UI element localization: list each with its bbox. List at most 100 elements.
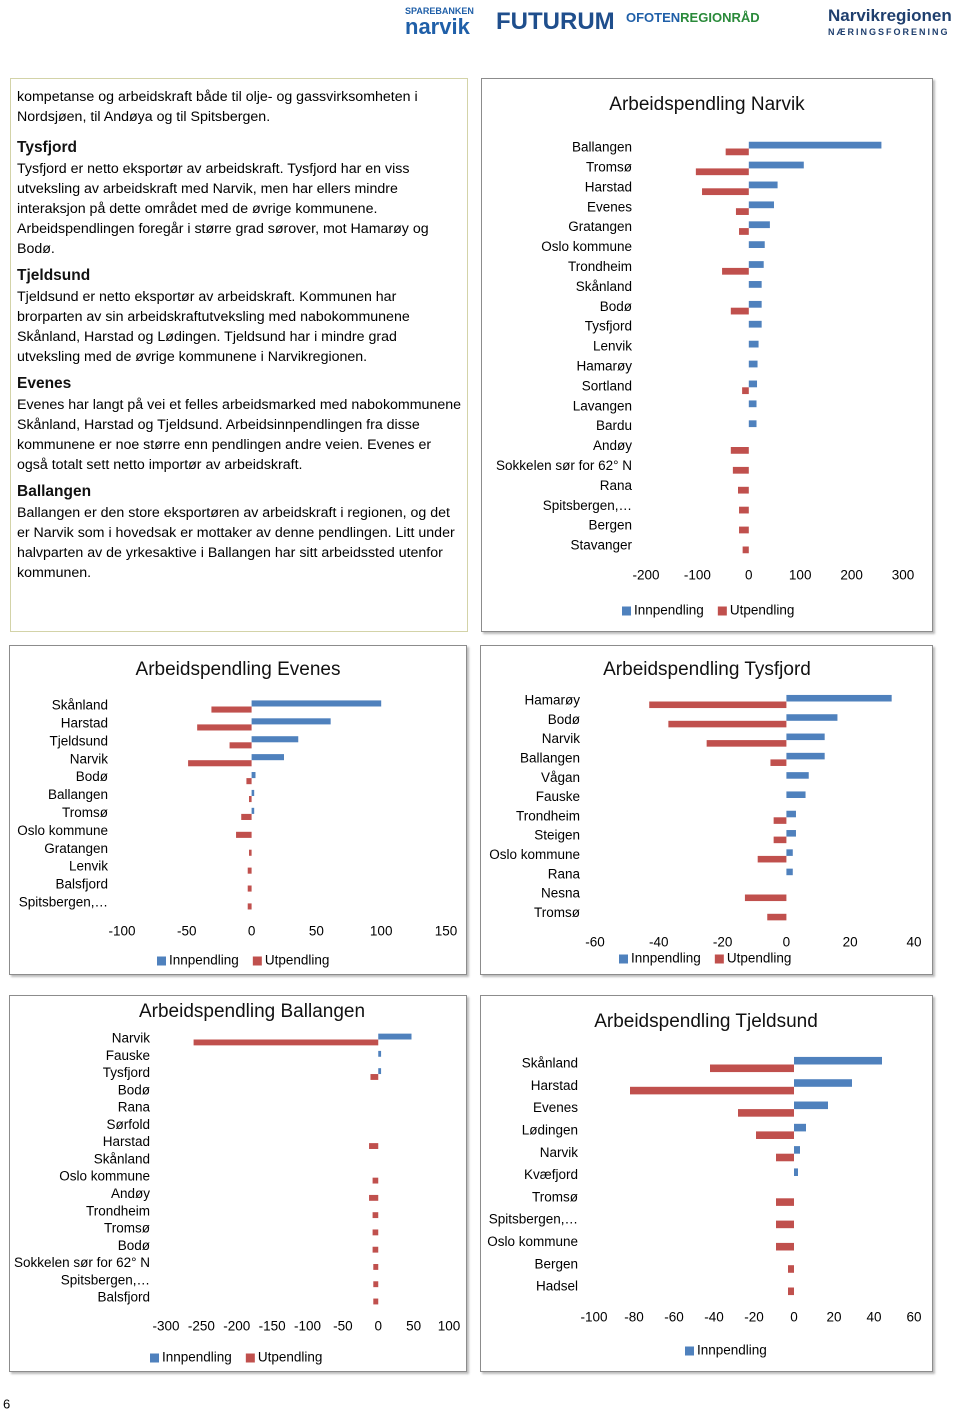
- category-label: Ballangen: [520, 750, 580, 765]
- bar: [748, 201, 774, 209]
- category-label: Evenes: [533, 1100, 578, 1115]
- bar: [794, 1168, 798, 1176]
- bar: [739, 228, 749, 235]
- bar: [748, 161, 804, 169]
- bar: [251, 789, 255, 796]
- legend-swatch: [245, 1353, 255, 1363]
- bar: [373, 1264, 379, 1270]
- bar: [372, 1177, 379, 1184]
- x-tick-label: -60: [585, 935, 605, 950]
- bar: [748, 300, 762, 308]
- category-label: Spitsbergen,…: [543, 498, 632, 513]
- category-label: Stavanger: [570, 538, 632, 553]
- bar: [370, 1074, 379, 1080]
- bar: [378, 1050, 382, 1057]
- bar: [742, 546, 749, 554]
- bar: [739, 506, 749, 514]
- legend-label: Innpendling: [169, 953, 239, 968]
- category-label: Hadsel: [536, 1279, 578, 1294]
- category-label: Tromsø: [62, 805, 108, 820]
- category-label: Harstad: [61, 715, 108, 730]
- bar: [748, 400, 757, 408]
- bar: [773, 817, 787, 824]
- bar: [773, 836, 787, 844]
- category-label: Fauske: [536, 789, 580, 804]
- bar: [786, 714, 838, 721]
- x-tick-label: -20: [713, 935, 733, 950]
- category-label: Tysfjord: [585, 319, 632, 334]
- paragraph: Tysfjord er netto eksportør av arbeidskr…: [17, 161, 429, 257]
- category-label: Tromsø: [586, 159, 632, 174]
- bar: [739, 526, 749, 534]
- legend-swatch: [157, 956, 166, 966]
- bar: [744, 894, 787, 902]
- bar: [786, 830, 796, 837]
- heading: Tjeldsund: [17, 267, 91, 284]
- legend-label: Innpendling: [634, 603, 704, 618]
- bar: [786, 752, 825, 760]
- category-label: Harstad: [531, 1078, 578, 1093]
- x-tick-label: -40: [704, 1310, 724, 1325]
- category-label: Narvik: [112, 1031, 151, 1046]
- bar: [702, 188, 749, 196]
- bar: [249, 796, 252, 803]
- category-label: Bodø: [118, 1082, 150, 1097]
- bar: [630, 1086, 794, 1095]
- legend-swatch: [685, 1346, 694, 1356]
- x-tick-label: -50: [177, 924, 197, 939]
- logo-text: OFOTENREGIONRÅD: [626, 10, 760, 25]
- category-label: Rana: [118, 1100, 151, 1115]
- x-tick-label: 50: [309, 924, 324, 939]
- bar: [730, 447, 749, 454]
- x-tick-label: 100: [370, 924, 393, 939]
- category-label: Sokkelen sør for 62° N: [496, 458, 632, 473]
- bar: [725, 148, 749, 156]
- category-label: Bergen: [588, 518, 632, 533]
- chart-title: Arbeidspendling Narvik: [609, 94, 805, 115]
- category-label: Lødingen: [522, 1122, 578, 1137]
- x-tick-label: -300: [152, 1319, 179, 1334]
- bar: [649, 701, 787, 709]
- x-tick-label: 20: [843, 935, 858, 950]
- category-label: Oslo kommune: [487, 1234, 578, 1249]
- category-label: Narvik: [540, 1145, 579, 1160]
- bar: [249, 849, 252, 856]
- category-label: Oslo kommune: [59, 1169, 150, 1184]
- x-tick-label: -100: [684, 568, 711, 583]
- category-label: Lenvik: [593, 339, 632, 354]
- x-tick-label: -150: [259, 1319, 286, 1334]
- bar: [756, 1131, 794, 1139]
- legend-swatch: [619, 954, 628, 964]
- chart-frame: [481, 78, 933, 632]
- heading: Tysfjord: [17, 139, 77, 156]
- category-label: Rana: [600, 478, 633, 493]
- bar: [730, 307, 749, 315]
- bar: [748, 380, 758, 388]
- paragraph: Tjeldsund er netto eksportør av arbeidsk…: [17, 289, 410, 365]
- category-label: Hamarøy: [576, 358, 632, 373]
- bar: [748, 360, 758, 368]
- legend-label: Utpendling: [258, 1350, 323, 1365]
- bar: [786, 733, 825, 741]
- x-tick-label: 0: [790, 1310, 798, 1325]
- bar: [251, 754, 284, 761]
- bar: [236, 831, 252, 838]
- category-label: Balsfjord: [97, 1290, 150, 1305]
- category-label: Tromsø: [532, 1189, 578, 1204]
- bar: [738, 486, 749, 494]
- bar: [229, 742, 252, 749]
- bar: [748, 281, 762, 288]
- bar: [197, 724, 252, 731]
- chart-title: Arbeidspendling Ballangen: [139, 1001, 365, 1022]
- category-label: Spitsbergen,…: [19, 894, 108, 909]
- category-label: Andøy: [593, 438, 632, 453]
- heading: Ballangen: [17, 483, 92, 500]
- bar: [246, 778, 252, 785]
- logo-text: narvik: [405, 14, 470, 39]
- bar: [188, 760, 252, 767]
- category-label: Andøy: [111, 1186, 150, 1201]
- category-label: Ballangen: [48, 787, 108, 802]
- x-tick-label: 0: [783, 935, 791, 950]
